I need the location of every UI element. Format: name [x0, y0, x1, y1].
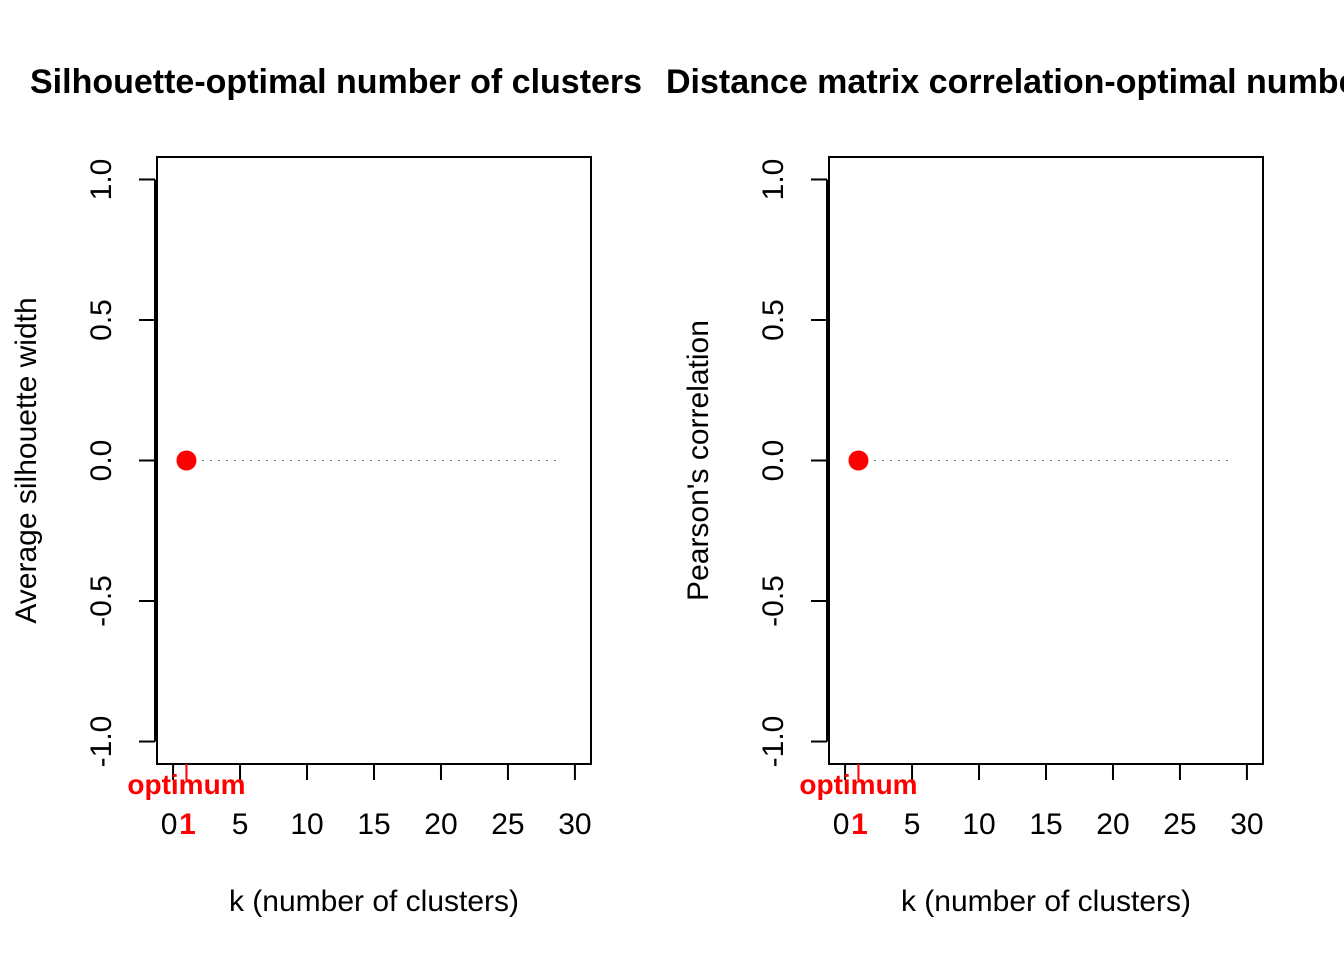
x-tick-label: 0 — [161, 808, 178, 841]
y-tick-label: 0.0 — [85, 440, 118, 482]
chart-title-2: Distance matrix correlation-optimal numb… — [666, 63, 1344, 101]
x-tick-label: 5 — [904, 808, 921, 841]
optimum-label: optimum — [127, 769, 245, 800]
data-point — [176, 450, 197, 471]
y-tick-label: -1.0 — [85, 716, 118, 768]
data-point — [848, 450, 869, 471]
x-tick-label: 20 — [1096, 808, 1129, 841]
x-tick-label: 25 — [491, 808, 524, 841]
optimum-k-label: 1 — [851, 808, 868, 841]
x-tick-label: 15 — [357, 808, 390, 841]
x-axis-label: k (number of clusters) — [901, 885, 1191, 918]
y-axis-label: Pearson's correlation — [682, 320, 715, 601]
y-tick-label: 0.0 — [757, 440, 790, 482]
plot-frame — [828, 156, 1264, 765]
y-tick-label: -0.5 — [85, 575, 118, 627]
y-tick-label: 0.5 — [757, 299, 790, 341]
y-tick-label: -0.5 — [757, 575, 790, 627]
x-tick-label: 30 — [1230, 808, 1263, 841]
chart-panel-2: 0 5 10 15 20 25 30 -1.0 -0.5 0.0 0.5 1.0 k (number o… — [682, 156, 1264, 918]
optimum-label: optimum — [799, 769, 917, 800]
x-tick-label: 10 — [290, 808, 323, 841]
y-tick-label: 1.0 — [85, 159, 118, 201]
y-tick-label: -1.0 — [757, 716, 790, 768]
x-tick-label: 15 — [1029, 808, 1062, 841]
chart-panel-1: 0 5 10 15 20 25 30 -1.0 -0.5 0.0 0.5 1.0 k (number o… — [10, 156, 592, 918]
plot-frame — [156, 156, 592, 765]
x-tick-label: 30 — [558, 808, 591, 841]
x-tick-label: 25 — [1163, 808, 1196, 841]
x-axis-label: k (number of clusters) — [229, 885, 519, 918]
y-tick-label: 1.0 — [757, 159, 790, 201]
x-tick-label: 10 — [962, 808, 995, 841]
y-tick-label: 0.5 — [85, 299, 118, 341]
optimum-k-label: 1 — [179, 808, 196, 841]
x-tick-label: 20 — [424, 808, 457, 841]
chart-title-1: Silhouette-optimal number of clusters — [30, 63, 642, 101]
x-tick-label: 5 — [232, 808, 249, 841]
y-axis-label: Average silhouette width — [10, 297, 43, 623]
x-tick-label: 0 — [833, 808, 850, 841]
